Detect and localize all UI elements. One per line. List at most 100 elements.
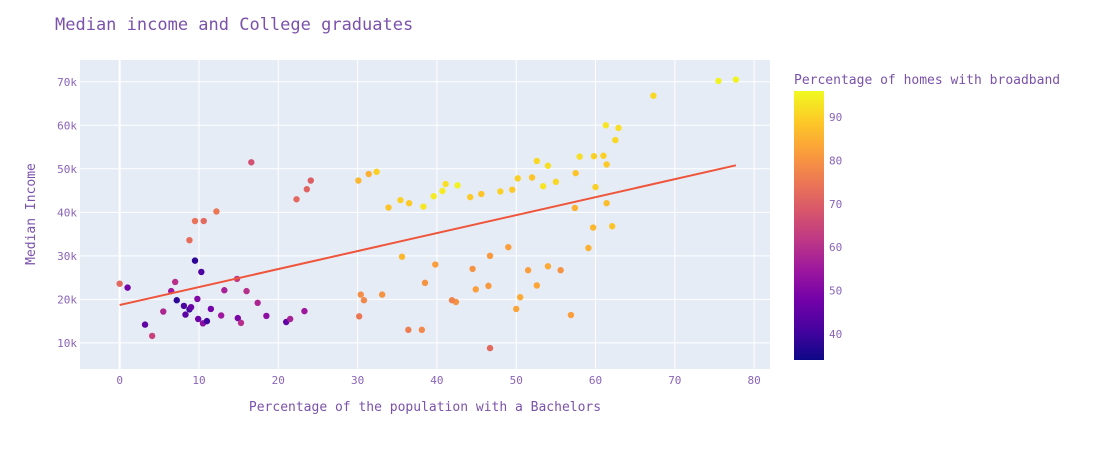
colorbar-title: Percentage of homes with broadband: [794, 73, 1060, 88]
data-point: [552, 178, 560, 186]
data-point: [544, 162, 552, 169]
y-axis-ticks: 10k 20k 30k 40k 50k 60k 70k: [57, 76, 77, 350]
data-point: [171, 278, 179, 286]
data-point: [513, 305, 520, 313]
colorbar-tick-label: 50: [829, 285, 842, 298]
data-point: [378, 291, 386, 298]
x-axis-title: Percentage of the population with a Bach…: [249, 400, 601, 415]
data-point: [516, 293, 524, 301]
data-point: [307, 177, 314, 184]
data-point: [589, 224, 597, 231]
data-point: [576, 153, 583, 160]
data-point: [524, 267, 532, 274]
y-tick-label: 50k: [57, 163, 77, 176]
x-tick-label: 60: [589, 374, 602, 387]
data-point: [478, 190, 485, 198]
data-point: [254, 299, 261, 307]
data-point: [200, 217, 207, 225]
data-point: [442, 180, 449, 188]
data-point: [732, 76, 740, 83]
y-tick-label: 40k: [57, 206, 77, 219]
data-point: [398, 253, 406, 260]
data-point: [509, 186, 516, 193]
data-point: [141, 321, 149, 328]
x-tick-label: 50: [510, 374, 523, 387]
trendline: [119, 164, 737, 306]
data-point: [571, 204, 579, 212]
data-point: [608, 223, 616, 230]
data-point: [357, 291, 364, 298]
data-point: [421, 279, 429, 287]
data-point: [405, 326, 412, 334]
data-point: [603, 199, 610, 207]
data-point: [715, 77, 722, 85]
data-point: [160, 308, 167, 315]
data-point: [572, 169, 579, 177]
data-point: [194, 295, 201, 303]
data-point: [207, 305, 215, 313]
colorbar: [794, 91, 824, 360]
data-point: [418, 326, 426, 334]
y-axis-title: Median Income: [24, 163, 39, 265]
colorbar-tick-label: 40: [829, 328, 842, 341]
data-point: [191, 257, 199, 264]
data-point: [432, 261, 439, 268]
data-point: [194, 315, 202, 323]
data-point: [497, 188, 504, 195]
y-tick-label: 70k: [57, 76, 77, 89]
data-point: [485, 282, 492, 290]
data-point: [124, 284, 131, 291]
x-axis-ticks: 0 10 20 30 40 50 60 70 80: [116, 374, 760, 387]
data-point: [603, 161, 610, 168]
data-point: [180, 302, 188, 310]
colorbar-tick-label: 80: [829, 154, 842, 167]
data-point: [116, 280, 123, 287]
data-point: [293, 196, 300, 203]
data-point: [505, 243, 512, 251]
y-tick-label: 60k: [57, 119, 77, 132]
data-point: [173, 297, 180, 304]
data-point: [533, 157, 541, 165]
data-point: [243, 287, 250, 295]
data-point: [397, 196, 404, 204]
data-point: [405, 199, 413, 207]
data-point: [237, 319, 245, 327]
data-point: [182, 311, 189, 318]
data-point: [600, 152, 607, 159]
data-point: [148, 332, 156, 340]
data-point: [557, 267, 564, 274]
data-point: [567, 311, 575, 319]
chart-title: Median income and College graduates: [55, 15, 413, 35]
y-tick-label: 30k: [57, 250, 77, 263]
data-point: [187, 304, 195, 311]
data-point: [248, 159, 255, 166]
data-point: [263, 312, 270, 320]
data-point: [373, 168, 380, 176]
data-point: [612, 136, 619, 144]
data-point: [221, 287, 228, 294]
data-point: [454, 182, 461, 189]
data-point: [360, 297, 368, 304]
x-tick-label: 30: [351, 374, 364, 387]
x-tick-label: 10: [192, 374, 205, 387]
data-point: [528, 174, 536, 181]
colorbar-ticks: 40 50 60 70 80 90: [829, 111, 842, 341]
data-point: [355, 177, 362, 184]
data-point: [203, 317, 211, 325]
data-point: [303, 186, 311, 193]
colorbar-tick-label: 90: [829, 111, 842, 124]
x-tick-label: 0: [116, 374, 123, 387]
data-point: [472, 286, 479, 293]
data-point: [514, 175, 521, 182]
data-point: [301, 307, 308, 315]
plot-area: [80, 60, 770, 369]
data-point: [650, 92, 657, 99]
data-point: [590, 152, 598, 160]
data-point: [539, 183, 547, 190]
data-point: [191, 217, 199, 225]
data-point: [430, 193, 437, 200]
data-point: [198, 268, 205, 276]
data-point: [213, 208, 220, 215]
data-point: [385, 204, 392, 211]
x-tick-label: 20: [272, 374, 285, 387]
